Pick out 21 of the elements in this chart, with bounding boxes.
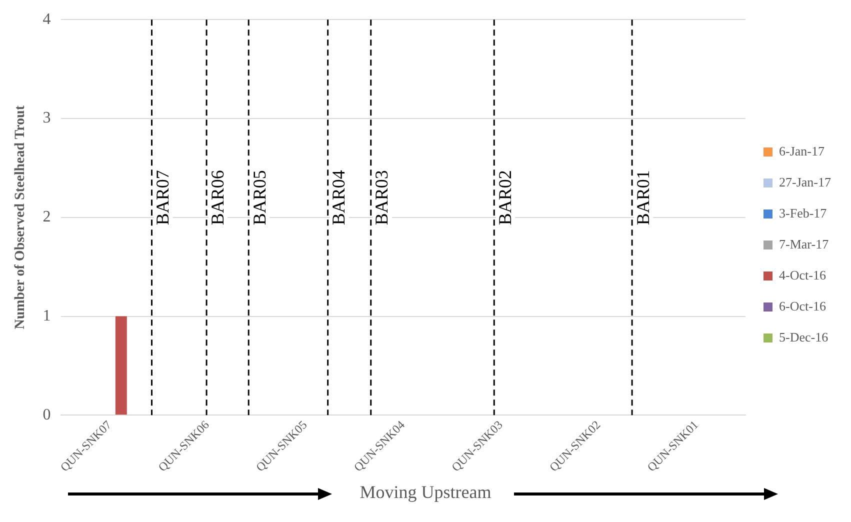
annotation: BAR03 [372,170,392,226]
annotation: BAR01 [632,170,653,226]
y-tick-label: 4 [42,10,51,28]
legend-label: 27-Jan-17 [779,174,832,190]
legend-label: 7-Mar-17 [779,236,830,252]
y-tick-label: 3 [42,110,51,127]
x-axis-title: Moving Upstream [356,482,496,502]
legend-label: 3-Feb-17 [779,205,828,220]
y-axis-title: Number of Observed Steelhead Trout [13,105,28,330]
annotation: BAR02 [494,170,515,226]
annotation: BAR04 [328,170,349,226]
y-tick-label: 2 [42,208,51,226]
legend-label: 5-Dec-16 [779,329,829,344]
legend-label: 6-Oct-16 [779,298,826,314]
y-tick-label: 1 [42,307,51,324]
y-tick-label: 0 [42,406,51,424]
annotation: BAR07 [152,170,173,226]
legend-label: 4-Oct-16 [779,267,826,282]
annotation: BAR06 [207,170,228,226]
legend-label: 6-Jan-17 [779,143,825,158]
annotation: BAR05 [249,170,270,226]
